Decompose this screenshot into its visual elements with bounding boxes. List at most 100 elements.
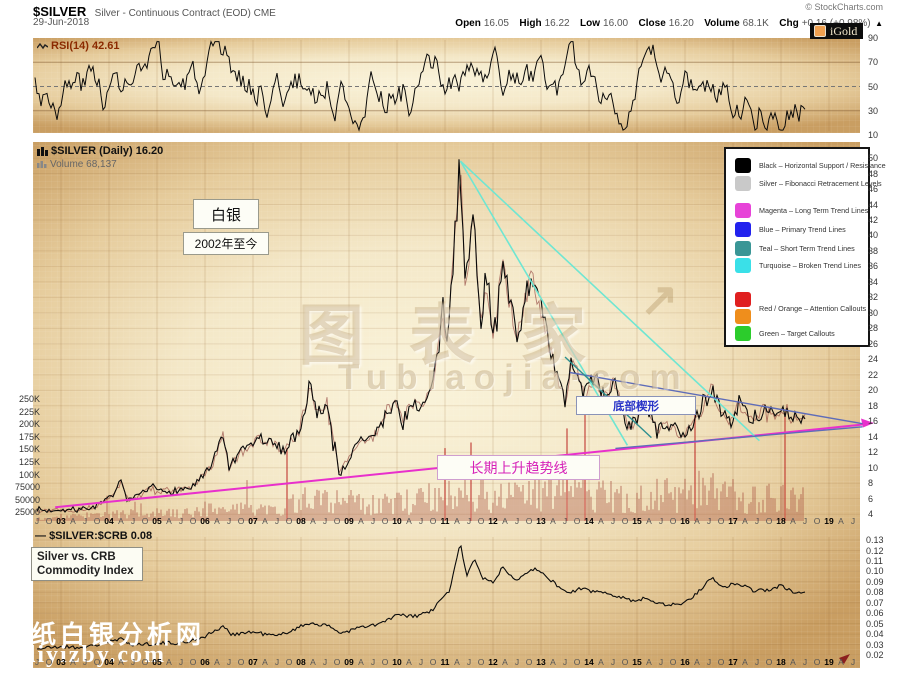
x-axis-month-label: A [598, 516, 604, 526]
x-axis-month-label: J [706, 657, 712, 667]
x-axis-month-label: A [70, 657, 76, 667]
ratio-axis-label: 0.06 [866, 608, 884, 619]
igold-badge: iGold [810, 23, 864, 39]
x-axis-month-label: O [285, 516, 293, 526]
price-axis-label: 18 [868, 400, 879, 411]
legend-swatch [735, 222, 751, 237]
low-label: Low [580, 18, 601, 29]
price-axis-label: 10 [868, 462, 879, 473]
x-axis-year-label: 11 [440, 516, 450, 526]
ratio-axis-label: 0.03 [866, 639, 884, 650]
x-axis-month-label: O [717, 657, 725, 667]
x-axis-month-label: O [813, 657, 821, 667]
price-series [36, 159, 806, 514]
x-axis-month-label: J [466, 516, 472, 526]
volume-axis-label: 125K [18, 457, 40, 467]
x-axis-month-label: O [525, 516, 533, 526]
x-axis-month-label: A [838, 657, 844, 667]
x-axis-month-label: O [93, 516, 101, 526]
x-axis-month-label: A [214, 657, 220, 667]
x-axis-month-label: J [466, 657, 472, 667]
x-axis-month-label: J [706, 516, 712, 526]
x-axis-month-label: J [754, 516, 760, 526]
x-axis-month-label: O [381, 657, 389, 667]
x-axis-year-label: 05 [152, 516, 162, 526]
x-axis-month-label: A [262, 516, 268, 526]
rsi-axis-label: 30 [868, 105, 879, 116]
x-axis-month-label: O [765, 516, 773, 526]
rsi-series [34, 40, 806, 132]
x-axis-month-label: J [34, 657, 40, 667]
price-axis-label: 50 [868, 153, 879, 163]
x-axis-month-label: J [514, 657, 520, 667]
ratio-axis-label: 0.08 [866, 587, 884, 598]
indicator-icon [37, 42, 48, 50]
ratio-box-line1: Silver vs. CRB [37, 551, 116, 563]
legend-swatch [735, 176, 751, 191]
chart-date: 29-Jun-2018 [33, 17, 90, 28]
trendline-annotation-label: 长期上升趋势线 [437, 455, 600, 480]
high-value: 16.22 [544, 18, 570, 29]
ratio-box-line2: Commodity Index [37, 565, 134, 577]
price-axis-label: 4 [868, 509, 874, 520]
x-axis-month-label: O [429, 657, 437, 667]
x-axis-year-label: 05 [152, 657, 162, 667]
price-axis-label: 26 [868, 338, 879, 349]
x-axis-month-label: O [477, 657, 485, 667]
x-axis-year-label: 03 [56, 657, 66, 667]
x-axis-month-label: J [82, 516, 88, 526]
line-style-icon: — [35, 530, 46, 542]
x-axis-year-label: 15 [632, 516, 642, 526]
x-axis-year-label: 04 [104, 516, 114, 526]
x-axis-year-label: 16 [680, 516, 690, 526]
open-label: Open [455, 18, 481, 29]
watermark-site-name: 一纸白银分析网 [2, 621, 206, 649]
x-axis-year-label: 12 [488, 657, 498, 667]
volume-axis-label: 250K [18, 394, 40, 404]
price-axis-label: 38 [868, 245, 879, 256]
x-axis-year-label: 06 [200, 657, 210, 667]
x-axis-year-label: 14 [584, 657, 594, 667]
x-axis-month-label: A [646, 516, 652, 526]
x-axis-year-label: 14 [584, 516, 594, 526]
x-axis-year-label: 08 [296, 516, 306, 526]
x-axis-year-label: 19 [824, 657, 834, 667]
x-axis-month-label: J [610, 516, 616, 526]
price-axis-label: 36 [868, 261, 879, 272]
x-axis-month-label: A [166, 516, 172, 526]
x-axis-month-label: A [742, 516, 748, 526]
x-axis-month-label: A [550, 516, 556, 526]
volume-axis-label: 25000 [14, 507, 40, 518]
rsi-axis-label: 90 [868, 33, 879, 43]
volume-axis-label: 150K [18, 444, 40, 455]
volume-bars [36, 401, 804, 521]
x-axis-month-label: O [621, 516, 629, 526]
close-value: 16.20 [668, 18, 694, 29]
x-axis-month-label: J [226, 516, 232, 526]
x-axis-month-label: J [850, 657, 856, 667]
volume-label: Volume [704, 18, 740, 29]
x-axis-year-label: 13 [536, 657, 546, 667]
watermark-site-url: w.diyizby.com [0, 642, 167, 668]
x-axis-year-label: 18 [776, 657, 786, 667]
chart-type-icon [37, 146, 48, 156]
x-axis-month-label: A [454, 516, 460, 526]
igold-logo-icon [814, 25, 826, 37]
price-axis-label: 24 [868, 354, 879, 365]
x-axis-year-label: 16 [680, 657, 690, 667]
watermark-tubiaojia-url: Tubiaojia·com [338, 358, 690, 397]
x-axis-month-label: J [322, 516, 328, 526]
price-axis-label: 34 [868, 276, 879, 287]
x-axis-year-label: 08 [296, 657, 306, 667]
x-axis-month-label: A [358, 516, 364, 526]
price-axis-label: 30 [868, 307, 879, 318]
x-axis-month-label: J [418, 657, 424, 667]
x-axis-month-label: A [646, 657, 652, 667]
price-axis-label: 48 [868, 168, 879, 179]
volume-value: 68.1K [742, 18, 769, 29]
x-axis-month-label: J [658, 657, 664, 667]
legend-item-label: Red / Orange – Attention Callouts [759, 303, 867, 313]
legend-item-label: Silver – Fibonacci Retracement Levels [759, 179, 882, 188]
x-axis-month-label: J [226, 657, 232, 667]
ratio-axis-label: 0.11 [866, 555, 883, 566]
